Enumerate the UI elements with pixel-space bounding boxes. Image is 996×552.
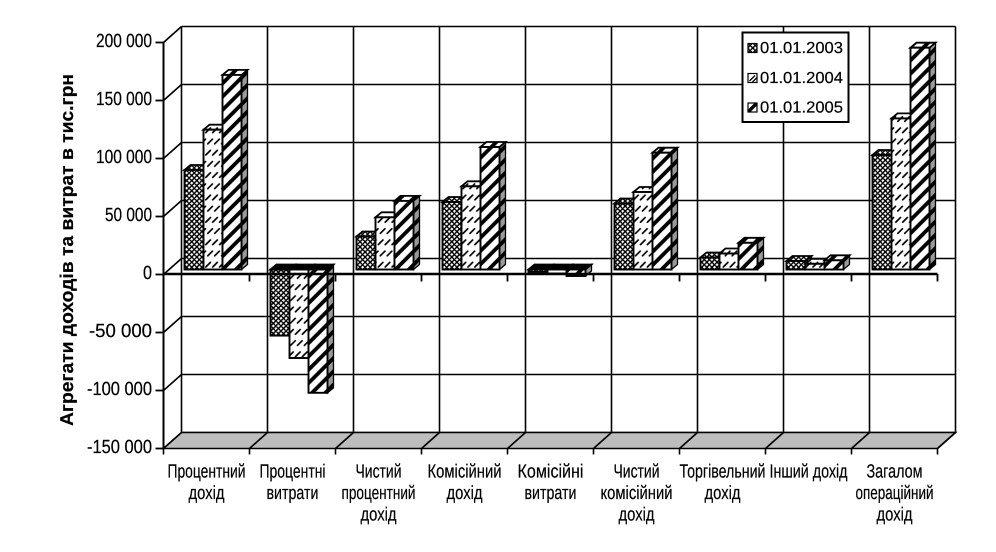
svg-text:дохід: дохід	[705, 483, 741, 504]
svg-text:Процентний: Процентний	[168, 462, 246, 483]
svg-text:комісійний: комісійний	[601, 483, 673, 504]
svg-text:01.01.2003: 01.01.2003	[760, 40, 843, 57]
svg-text:-150 000: -150 000	[87, 437, 152, 458]
svg-text:дохід: дохід	[189, 483, 225, 504]
svg-text:Чистий: Чистий	[614, 462, 660, 483]
svg-text:150 000: 150 000	[96, 89, 152, 110]
svg-text:операційний: операційний	[856, 483, 934, 504]
svg-text:дохід: дохід	[877, 505, 913, 526]
svg-text:Інший дохід: Інший дохід	[770, 462, 848, 483]
svg-text:Комісійний: Комісійний	[428, 462, 502, 483]
svg-text:50 000: 50 000	[105, 205, 152, 226]
svg-text:01.01.2004: 01.01.2004	[760, 70, 843, 87]
svg-text:дохід: дохід	[447, 483, 483, 504]
svg-text:-50 000: -50 000	[89, 321, 152, 342]
svg-text:витрати: витрати	[525, 483, 577, 504]
svg-text:100 000: 100 000	[96, 147, 152, 168]
svg-text:-100 000: -100 000	[87, 379, 152, 400]
svg-text:0: 0	[143, 263, 152, 284]
svg-text:01.01.2005: 01.01.2005	[760, 99, 843, 116]
svg-text:Торгівельний: Торгівельний	[680, 462, 766, 483]
svg-text:процентний: процентний	[342, 483, 416, 504]
svg-text:200 000: 200 000	[96, 31, 152, 52]
svg-text:Процентні: Процентні	[260, 462, 326, 483]
svg-text:дохід: дохід	[619, 505, 655, 526]
svg-text:витрати: витрати	[267, 483, 319, 504]
svg-text:Агрегати доходів та витрат в т: Агрегати доходів та витрат в тис.грн	[56, 74, 77, 426]
svg-text:Комісійні: Комісійні	[518, 462, 584, 483]
svg-text:Чистий: Чистий	[356, 462, 402, 483]
svg-text:Загалом: Загалом	[867, 462, 923, 483]
svg-text:дохід: дохід	[361, 505, 397, 526]
